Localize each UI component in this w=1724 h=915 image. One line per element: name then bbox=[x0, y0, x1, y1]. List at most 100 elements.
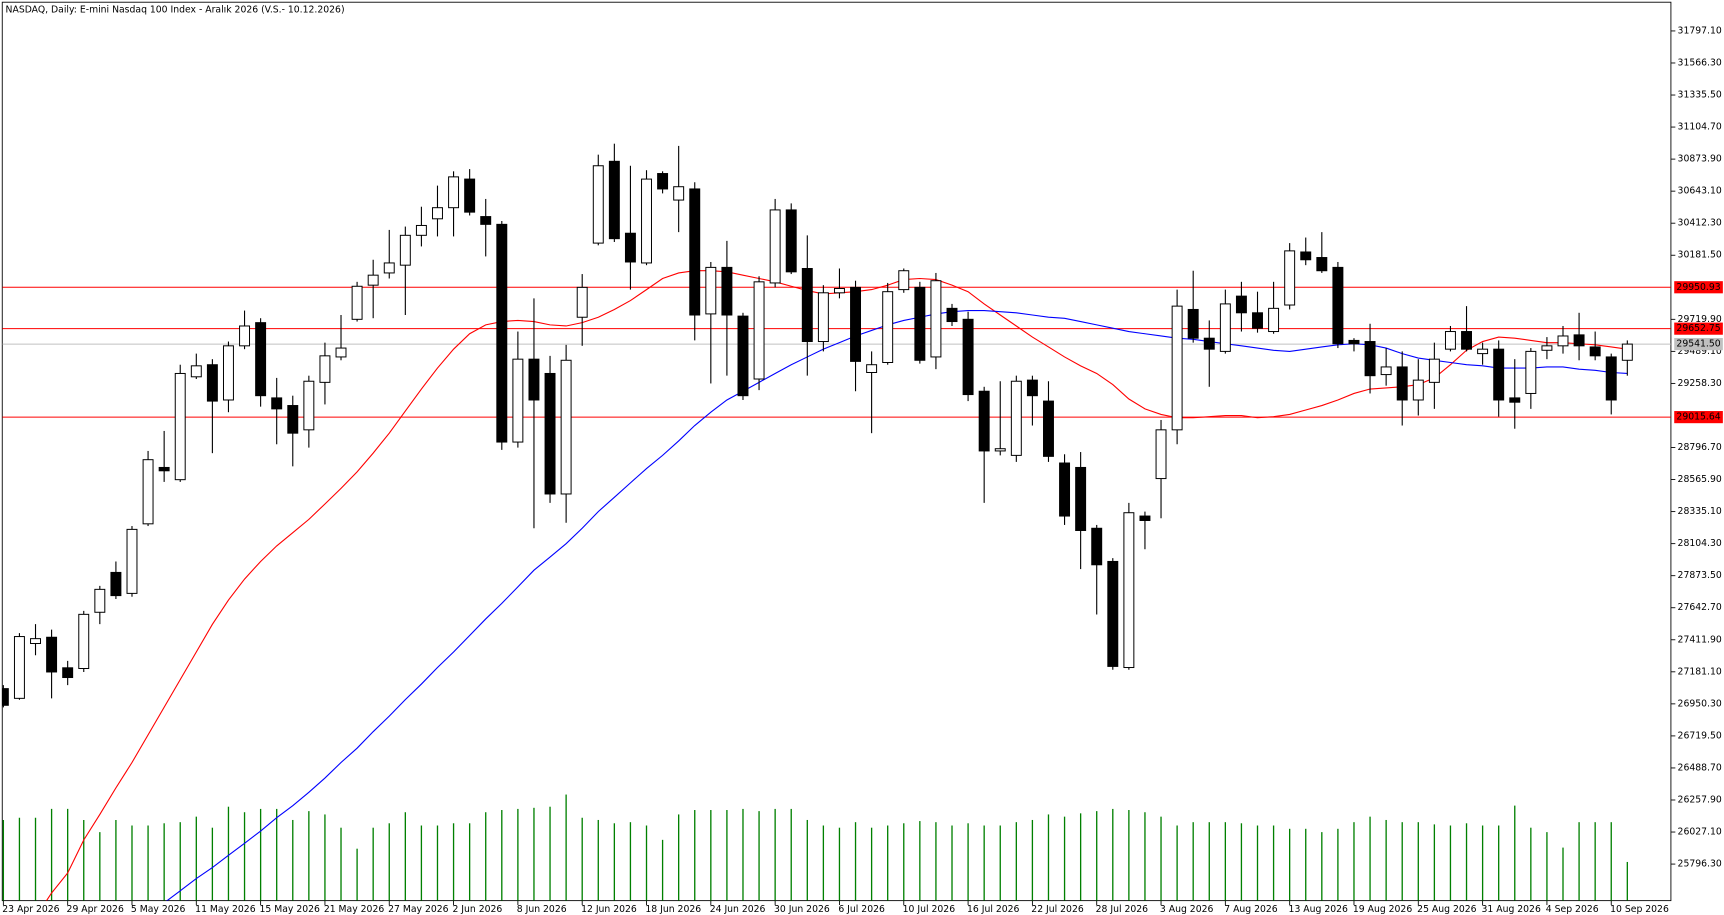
candle-body bbox=[1428, 358, 1440, 383]
candle-body bbox=[1219, 303, 1231, 352]
candle-body bbox=[817, 292, 829, 343]
candle-body bbox=[946, 307, 958, 323]
candle-body bbox=[1043, 400, 1054, 457]
candle-body bbox=[1059, 462, 1071, 517]
candle-body bbox=[399, 234, 411, 266]
candle-body bbox=[464, 178, 476, 213]
candle-body bbox=[335, 347, 347, 358]
candle-body bbox=[1461, 331, 1473, 350]
y-tick-label: 30181.50 bbox=[1678, 250, 1722, 261]
candle-body bbox=[576, 286, 588, 318]
y-tick-label: 27181.10 bbox=[1678, 666, 1722, 677]
candle-body bbox=[994, 448, 1006, 452]
candle-body bbox=[641, 178, 652, 264]
x-tick-label: 12 Jun 2026 bbox=[581, 904, 637, 915]
ma-line bbox=[166, 310, 1628, 901]
candle-body bbox=[962, 318, 974, 396]
candle-body bbox=[206, 364, 218, 402]
level-label-bg bbox=[1674, 322, 1723, 335]
candle-body bbox=[1107, 560, 1119, 667]
candle-body bbox=[624, 232, 636, 263]
candle-body bbox=[367, 274, 379, 286]
candle-body bbox=[930, 280, 942, 358]
x-tick-label: 18 Jun 2026 bbox=[645, 904, 701, 915]
x-tick-label: 15 May 2026 bbox=[260, 904, 321, 915]
candle-body bbox=[1332, 266, 1344, 345]
y-tick-label: 29719.90 bbox=[1678, 314, 1722, 325]
candle-body bbox=[222, 345, 234, 401]
candle-body bbox=[1010, 380, 1022, 456]
x-tick-label: 19 Aug 2026 bbox=[1353, 904, 1412, 915]
candle-body bbox=[271, 397, 283, 410]
candle-body bbox=[528, 358, 540, 401]
plot-frame bbox=[1, 1, 1672, 902]
candle-body bbox=[1171, 305, 1183, 431]
y-tick-label: 26257.90 bbox=[1678, 794, 1722, 805]
x-tick-label: 25 Aug 2026 bbox=[1417, 904, 1476, 915]
candle-body bbox=[1348, 339, 1360, 345]
candle-body bbox=[1252, 312, 1263, 329]
candle-body bbox=[914, 286, 926, 361]
candle-body bbox=[769, 209, 781, 284]
y-tick-label: 31104.70 bbox=[1678, 122, 1722, 133]
level-label: 29015.64 bbox=[1676, 412, 1720, 423]
x-tick-label: 4 Sep 2026 bbox=[1546, 904, 1599, 915]
candle-body bbox=[1573, 334, 1585, 347]
x-tick-label: 2 Jun 2026 bbox=[452, 904, 502, 915]
candle-body bbox=[1203, 337, 1215, 350]
candle-body bbox=[978, 390, 990, 452]
candle-body bbox=[1541, 345, 1553, 351]
candle-body bbox=[1139, 515, 1151, 521]
candle-body bbox=[1091, 527, 1103, 566]
x-tick-label: 8 Jun 2026 bbox=[517, 904, 567, 915]
y-tick-label: 31566.30 bbox=[1678, 57, 1722, 68]
y-tick-label: 27411.90 bbox=[1678, 634, 1722, 645]
candle-body bbox=[737, 315, 749, 397]
candle-body bbox=[303, 380, 315, 431]
candle-body bbox=[62, 667, 74, 679]
candle-body bbox=[833, 287, 845, 294]
candle-body bbox=[898, 270, 910, 291]
candle-body bbox=[1235, 295, 1247, 314]
candle-body bbox=[480, 216, 492, 225]
candle-body bbox=[1123, 512, 1135, 669]
candle-body bbox=[882, 291, 894, 363]
candle-body bbox=[496, 223, 508, 443]
candle-body bbox=[190, 365, 202, 378]
candle-body bbox=[319, 355, 331, 383]
x-tick-label: 11 May 2026 bbox=[195, 904, 256, 915]
x-tick-label: 6 Jul 2026 bbox=[838, 904, 885, 915]
y-tick-label: 31797.10 bbox=[1678, 25, 1722, 36]
y-tick-label: 29258.30 bbox=[1678, 378, 1722, 389]
x-tick-label: 10 Jul 2026 bbox=[903, 904, 956, 915]
level-label-bg bbox=[1674, 411, 1723, 424]
x-tick-label: 30 Jun 2026 bbox=[774, 904, 830, 915]
plot bbox=[2, 143, 1671, 901]
candle-body bbox=[1525, 350, 1537, 394]
candle-body bbox=[78, 613, 90, 669]
candle-body bbox=[657, 173, 669, 190]
candle-body bbox=[1187, 308, 1199, 339]
candle-body bbox=[1589, 346, 1601, 357]
candle-body bbox=[13, 636, 25, 699]
candle-body bbox=[1364, 341, 1376, 377]
y-tick-label: 26950.30 bbox=[1678, 698, 1722, 709]
level-label: 29652.75 bbox=[1676, 323, 1720, 334]
candle-body bbox=[110, 571, 122, 597]
candle-body bbox=[850, 286, 862, 362]
ma-line bbox=[45, 270, 1628, 901]
x-tick-label: 5 May 2026 bbox=[131, 904, 186, 915]
candle-body bbox=[1412, 379, 1424, 401]
candle-body bbox=[673, 186, 685, 201]
y-tick-label: 28796.70 bbox=[1678, 442, 1722, 453]
x-tick-label: 31 Aug 2026 bbox=[1482, 904, 1541, 915]
x-tick-label: 13 Aug 2026 bbox=[1289, 904, 1348, 915]
x-tick-label: 27 May 2026 bbox=[388, 904, 449, 915]
y-tick-label: 26719.50 bbox=[1678, 730, 1722, 741]
candle-body bbox=[351, 285, 363, 320]
x-tick-label: 7 Aug 2026 bbox=[1224, 904, 1278, 915]
candle-body bbox=[866, 364, 878, 373]
level-label: 29950.93 bbox=[1676, 282, 1720, 293]
y-tick-label: 30412.30 bbox=[1678, 218, 1722, 229]
